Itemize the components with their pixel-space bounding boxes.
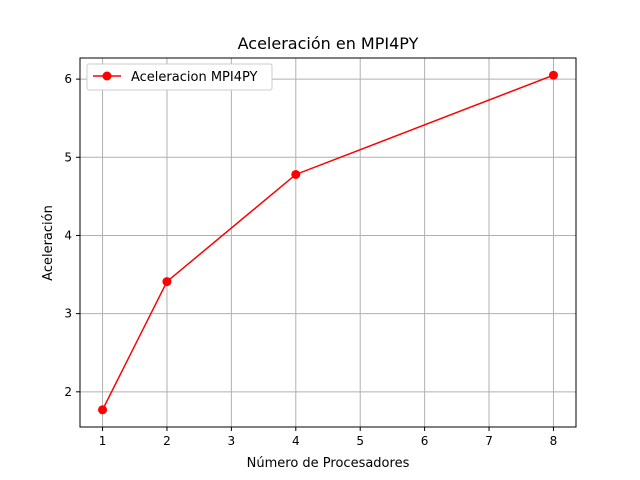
data-point	[162, 277, 172, 287]
y-axis-ticks: 2 3 4 5 6	[64, 72, 80, 399]
data-point	[291, 169, 301, 179]
chart-title: Aceleración en MPI4PY	[238, 34, 419, 53]
x-tick-label: 1	[99, 434, 107, 448]
x-tick-label: 6	[421, 434, 429, 448]
data-series	[98, 70, 558, 415]
data-point	[98, 405, 108, 415]
x-axis-label: Número de Procesadores	[247, 456, 410, 471]
grid-lines	[80, 58, 576, 427]
legend-marker-sample	[102, 71, 112, 81]
x-tick-label: 4	[292, 434, 300, 448]
x-tick-label: 7	[485, 434, 493, 448]
legend: Aceleracion MPI4PY	[86, 63, 273, 91]
x-tick-label: 8	[550, 434, 558, 448]
y-axis-label: Aceleración	[41, 205, 56, 281]
y-tick-label: 2	[64, 385, 72, 399]
legend-label: Aceleracion MPI4PY	[131, 70, 258, 85]
plot-area-frame	[79, 57, 577, 428]
x-axis-ticks: 1 2 3 4 5 6 7 8	[99, 427, 558, 448]
y-tick-label: 6	[64, 72, 72, 86]
x-tick-label: 3	[228, 434, 236, 448]
series-line	[101, 74, 554, 411]
y-tick-label: 3	[64, 307, 72, 321]
data-point	[548, 70, 558, 80]
y-tick-label: 5	[64, 150, 72, 164]
y-tick-label: 4	[64, 228, 72, 242]
legend-box	[86, 63, 273, 91]
x-tick-label: 5	[356, 434, 364, 448]
x-tick-label: 2	[163, 434, 171, 448]
